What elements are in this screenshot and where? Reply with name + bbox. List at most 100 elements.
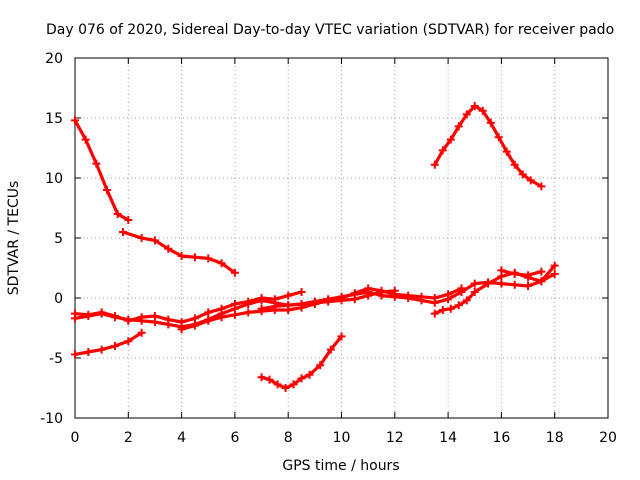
- x-tick-label: 20: [599, 430, 617, 446]
- data-point: [217, 313, 226, 322]
- data-point: [446, 304, 455, 313]
- data-point: [281, 384, 290, 392]
- data-point: [524, 282, 533, 290]
- data-point: [297, 374, 306, 383]
- data-point: [510, 280, 519, 289]
- data-point: [470, 279, 479, 288]
- data-point: [164, 315, 173, 324]
- data-point: [190, 253, 199, 262]
- data-point: [284, 301, 293, 310]
- data-point: [404, 291, 413, 300]
- data-point: [470, 288, 479, 296]
- data-point: [470, 102, 479, 110]
- data-point: [71, 350, 79, 359]
- data-point: [430, 294, 439, 302]
- y-tick-label: 20: [45, 51, 63, 67]
- data-point: [478, 106, 487, 115]
- data-point: [324, 297, 333, 306]
- data-point: [310, 298, 319, 307]
- data-point: [204, 308, 213, 317]
- data-point: [273, 380, 282, 389]
- y-axis-label: SDTVAR / TECUs: [6, 181, 22, 296]
- data-point: [204, 254, 213, 263]
- data-point: [446, 135, 455, 144]
- data-point: [230, 310, 239, 319]
- data-point: [150, 312, 159, 320]
- data-point: [97, 308, 106, 317]
- data-point: [457, 284, 466, 293]
- data-point: [137, 313, 146, 322]
- data-point: [204, 316, 213, 325]
- data-point: [484, 279, 493, 288]
- x-tick-label: 2: [124, 430, 133, 446]
- chart-title: Day 076 of 2020, Sidereal Day-to-day VTE…: [46, 22, 614, 38]
- data-point: [124, 216, 133, 224]
- data-point: [364, 291, 373, 300]
- data-point: [284, 291, 293, 300]
- x-tick-label: 16: [492, 430, 510, 446]
- y-tick-label: -10: [40, 411, 63, 427]
- data-point: [118, 228, 127, 236]
- data-point: [494, 133, 503, 142]
- x-tick-label: 8: [284, 430, 293, 446]
- y-tick-label: -5: [49, 351, 63, 367]
- data-point: [257, 294, 266, 302]
- data-point: [518, 170, 527, 179]
- data-point: [537, 267, 546, 276]
- data-point: [454, 122, 463, 131]
- data-point: [81, 135, 90, 144]
- x-tick-label: 18: [546, 430, 564, 446]
- data-point: [438, 146, 447, 155]
- axis-ticks: 0 2 4 6 8 10 12 14 16 18 20 -10 -5 0 5 10 15 20: [40, 51, 617, 446]
- data-point: [265, 375, 274, 384]
- data-point: [97, 345, 106, 354]
- data-point: [150, 236, 159, 245]
- data-point: [190, 314, 199, 323]
- data-point: [110, 342, 119, 350]
- data-point: [497, 279, 506, 288]
- y-tick-label: 0: [54, 291, 63, 307]
- data-point: [257, 304, 266, 313]
- data-point: [257, 373, 266, 382]
- data-point: [84, 348, 93, 356]
- data-point: [84, 310, 93, 319]
- series-line-8: [259, 334, 344, 390]
- x-tick-label: 12: [386, 430, 404, 446]
- data-point: [297, 288, 306, 296]
- data-point: [305, 370, 314, 379]
- data-point: [244, 297, 253, 306]
- data-point: [137, 328, 146, 337]
- data-point: [177, 325, 186, 334]
- data-point: [110, 312, 119, 320]
- grid: [75, 58, 608, 418]
- x-tick-label: 14: [439, 430, 457, 446]
- data-point: [462, 110, 471, 119]
- data-point: [71, 116, 79, 125]
- data-point: [438, 306, 447, 314]
- series-line-1: [73, 118, 130, 222]
- data-point: [92, 159, 101, 168]
- data-point: [177, 252, 186, 260]
- data-point: [137, 234, 146, 242]
- data-point: [71, 309, 79, 318]
- data-point: [510, 160, 519, 169]
- data-point: [124, 316, 133, 325]
- data-point: [102, 186, 111, 194]
- data-point: [524, 271, 533, 280]
- x-axis-label: GPS time / hours: [282, 458, 399, 474]
- data-point: [337, 296, 346, 305]
- data-point: [270, 295, 279, 304]
- x-tick-label: 4: [177, 430, 186, 446]
- data-point: [337, 332, 346, 341]
- data-point: [190, 321, 199, 330]
- y-tick-label: 15: [45, 111, 63, 127]
- y-tick-label: 5: [54, 231, 63, 247]
- data-point: [217, 259, 226, 268]
- data-point: [230, 268, 239, 277]
- data-point: [497, 266, 506, 275]
- data-point: [417, 292, 426, 301]
- data-point: [297, 300, 306, 308]
- data-point: [289, 380, 298, 389]
- data-point: [502, 147, 511, 156]
